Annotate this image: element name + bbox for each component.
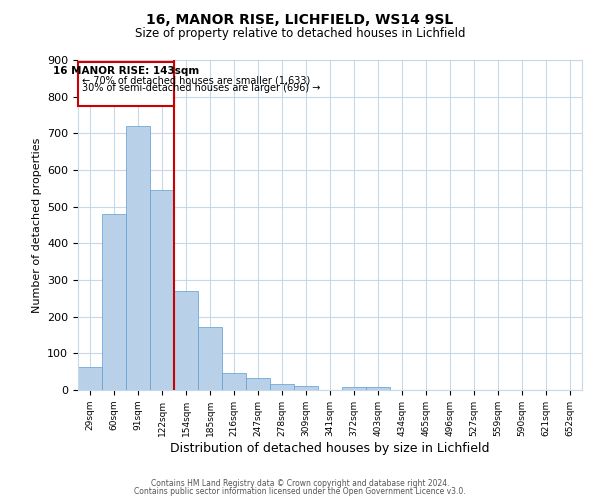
Bar [126, 126, 150, 390]
Y-axis label: Number of detached properties: Number of detached properties [32, 138, 41, 312]
Bar [78, 368, 102, 390]
Text: Contains public sector information licensed under the Open Government Licence v3: Contains public sector information licen… [134, 487, 466, 496]
Text: 16 MANOR RISE: 143sqm: 16 MANOR RISE: 143sqm [53, 66, 199, 76]
Text: ← 70% of detached houses are smaller (1,633): ← 70% of detached houses are smaller (1,… [82, 75, 310, 85]
Bar [366, 388, 390, 390]
Bar [270, 384, 294, 390]
Bar [222, 373, 246, 390]
Bar [102, 214, 126, 390]
Bar [150, 190, 174, 390]
Bar [174, 291, 198, 390]
Bar [294, 386, 318, 390]
Text: Contains HM Land Registry data © Crown copyright and database right 2024.: Contains HM Land Registry data © Crown c… [151, 478, 449, 488]
X-axis label: Distribution of detached houses by size in Lichfield: Distribution of detached houses by size … [170, 442, 490, 454]
Bar [246, 378, 270, 390]
Text: Size of property relative to detached houses in Lichfield: Size of property relative to detached ho… [135, 28, 465, 40]
Bar [198, 327, 222, 390]
Bar [78, 62, 174, 106]
Text: 16, MANOR RISE, LICHFIELD, WS14 9SL: 16, MANOR RISE, LICHFIELD, WS14 9SL [146, 12, 454, 26]
Bar [342, 387, 366, 390]
Text: 30% of semi-detached houses are larger (696) →: 30% of semi-detached houses are larger (… [82, 83, 320, 93]
